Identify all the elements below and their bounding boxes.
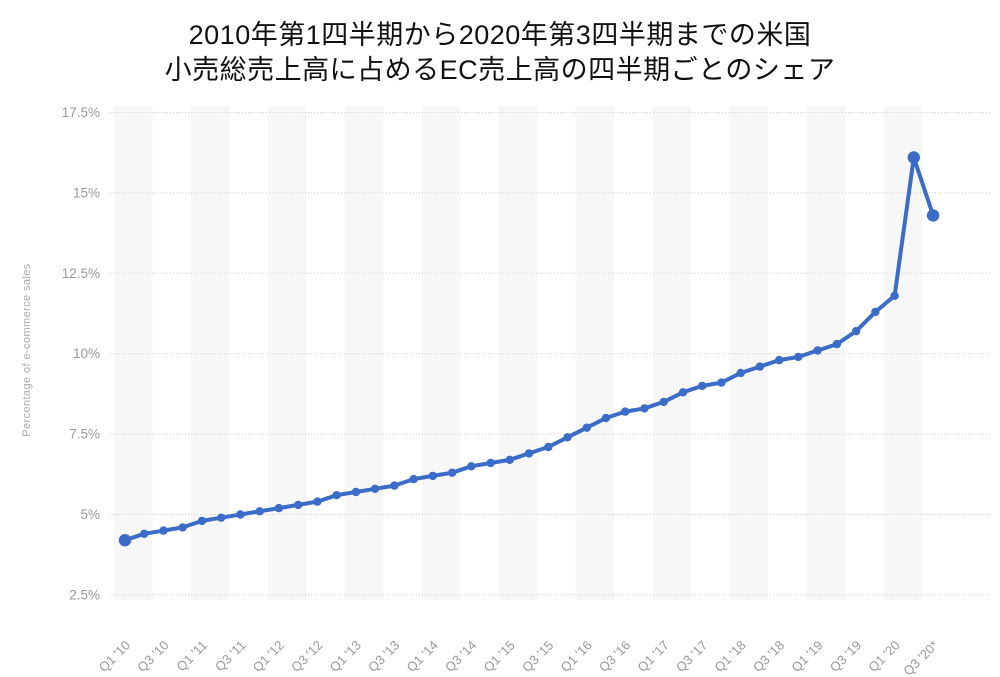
x-axis-tick-label: Q1 '11 [173, 638, 210, 675]
data-point [255, 507, 264, 516]
data-point [313, 497, 322, 506]
data-point [351, 487, 361, 497]
data-point [907, 151, 920, 164]
background-stripe [575, 106, 615, 600]
x-axis-tick-label: Q3 '15 [519, 638, 556, 675]
data-point [775, 355, 784, 365]
y-axis-tick-label: 10% [73, 346, 100, 361]
data-point [197, 516, 207, 526]
x-axis-tick-label: Q3 '13 [365, 638, 402, 675]
data-point [178, 523, 187, 532]
y-axis-tick-label: 17.5% [62, 105, 100, 120]
data-point [159, 526, 168, 535]
data-point [659, 397, 668, 407]
data-point [217, 513, 226, 522]
background-stripe [421, 106, 461, 600]
chart-title-line-1: 2010年第1四半期から2020年第3四半期までの米国 [188, 20, 812, 50]
x-axis-tick-label: Q3 '10 [134, 638, 171, 675]
x-axis-tick-label: Q3 '12 [288, 638, 325, 675]
x-axis-tick-label: Q3 '18 [750, 638, 787, 675]
x-axis-tick-label: Q1 '19 [788, 638, 825, 675]
x-axis-tick-label: Q3 '14 [442, 638, 479, 675]
background-stripe [498, 106, 538, 600]
x-axis-tick-label: Q1 '10 [96, 638, 133, 675]
data-point [640, 404, 649, 413]
chart-title-line-2: 小売総売上高に占めるEC売上高の四半期ごとのシェア [164, 55, 836, 85]
data-point [467, 462, 476, 471]
y-axis-tick-label: 7.5% [69, 427, 100, 442]
y-axis-tick-label: 12.5% [62, 266, 100, 281]
background-stripe [729, 106, 769, 600]
data-point [544, 442, 553, 452]
background-stripe [190, 106, 230, 600]
data-point [736, 368, 745, 378]
x-axis-tick-label: Q1 '13 [327, 638, 364, 675]
data-point [601, 413, 611, 423]
data-point [524, 449, 534, 458]
data-point [486, 458, 495, 468]
data-point [563, 433, 572, 442]
data-point [755, 362, 765, 371]
background-stripe [114, 106, 153, 600]
data-point [717, 378, 726, 387]
data-point [274, 503, 284, 513]
y-axis-tick-label: 15% [73, 185, 100, 200]
background-stripe [652, 106, 692, 600]
data-point [890, 291, 899, 300]
data-point [794, 352, 803, 362]
data-point [926, 209, 940, 222]
data-point [813, 346, 822, 355]
data-point [698, 381, 707, 391]
x-axis-tick-label: Q1 '12 [250, 638, 287, 675]
data-point [118, 534, 132, 547]
x-axis-tick-label: Q1 '15 [481, 638, 518, 675]
data-point [390, 481, 399, 490]
data-point [370, 484, 380, 493]
data-point [447, 468, 457, 477]
x-axis-tick-label: Q3 '11 [212, 638, 249, 675]
y-axis-tick-label: 2.5% [69, 587, 100, 602]
data-point [236, 510, 245, 519]
x-axis-tick-label: Q1 '14 [404, 638, 441, 675]
x-axis-tick-label: Q3 '16 [596, 638, 633, 675]
y-axis-title: Percentage of e-commerce sales [21, 263, 33, 437]
data-point [851, 327, 861, 336]
data-point [428, 471, 437, 481]
x-axis-tick-label: Q1 '18 [711, 638, 748, 675]
data-point [505, 455, 514, 464]
x-axis-tick-label: Q1 '17 [634, 638, 671, 675]
data-point [409, 474, 418, 484]
data-point [140, 529, 149, 538]
data-point [678, 388, 688, 397]
data-point [582, 423, 591, 432]
data-point [332, 491, 341, 500]
data-point [871, 307, 880, 317]
x-axis-tick-label: Q3 '19 [827, 638, 864, 675]
background-stripe [883, 106, 923, 600]
x-axis-tick-label: Q1 '16 [557, 638, 594, 675]
data-point [621, 407, 630, 416]
data-point [294, 500, 303, 510]
background-stripe [267, 106, 307, 600]
y-axis-tick-label: 5% [80, 507, 100, 522]
data-point [832, 339, 842, 349]
chart-title: 2010年第1四半期から2020年第3四半期までの米国 小売総売上高に占めるEC… [0, 18, 1000, 88]
x-axis-tick-label: Q3 '17 [673, 638, 710, 675]
x-axis-tick-label: Q3 '20* [900, 638, 941, 677]
x-axis-tick-label: Q1 '20 [865, 638, 902, 675]
background-stripe [344, 106, 384, 600]
